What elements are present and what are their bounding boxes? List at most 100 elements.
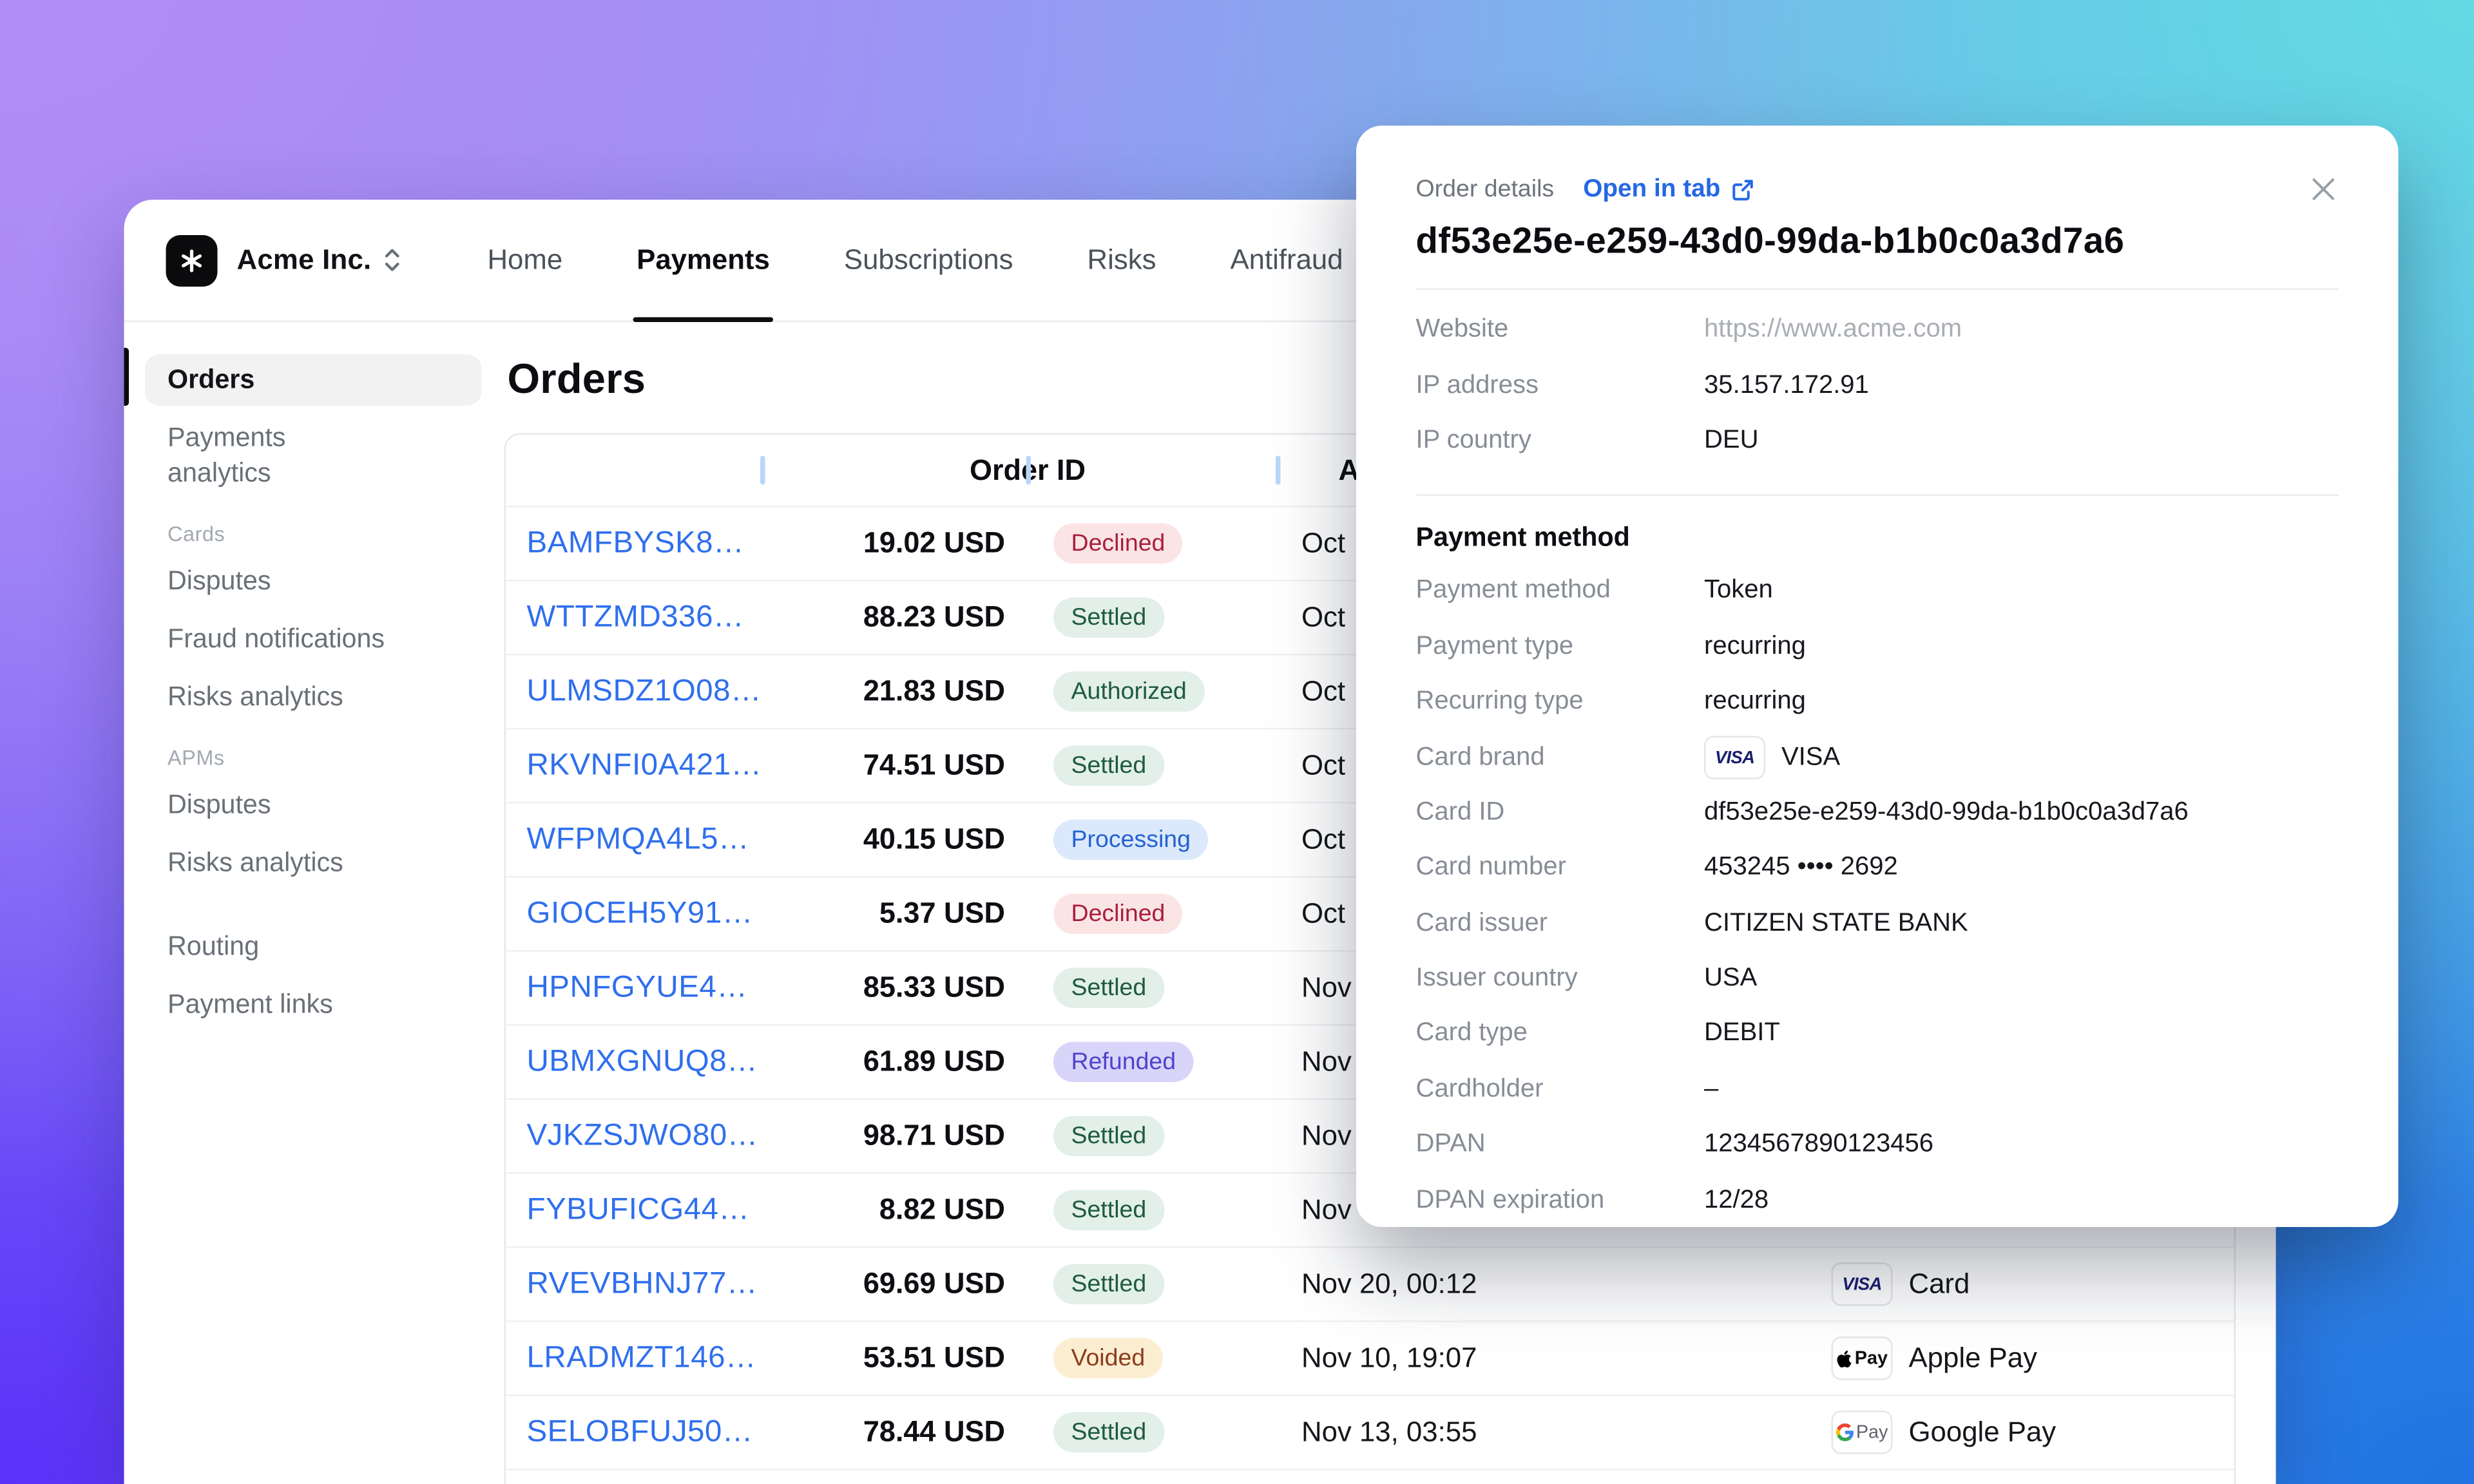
order-info-list: Website https://www.acme.com IP address 35.…	[1416, 303, 2339, 469]
detail-value: USA	[1704, 964, 1758, 993]
close-icon[interactable]	[2308, 174, 2339, 205]
order-amount: 19.02 USD	[863, 526, 1005, 559]
table-row[interactable]: LRADMZT146… 53.51 USD Voided Nov 10, 19:07 P…	[506, 1320, 2234, 1394]
order-id-link[interactable]: WTTZMD336…	[526, 600, 744, 634]
order-id-link[interactable]: ULMSDZ1O08…	[526, 674, 762, 708]
panel-header: Order details Open in tab	[1416, 126, 2339, 205]
detail-label: Card type	[1415, 1020, 1528, 1048]
divider	[1415, 494, 2339, 497]
detail-label: Card number	[1415, 853, 1566, 882]
order-id-link[interactable]: SELOBFUJ50…	[526, 1414, 753, 1449]
detail-row: Payment type recurring	[1416, 619, 2339, 674]
sidebar-item-disputes[interactable]: Disputes	[145, 779, 482, 831]
detail-row: DPAN 1234567890123456	[1416, 1118, 2339, 1173]
detail-value: Token	[1704, 576, 1773, 605]
payment-method-cell: VISA Card	[1831, 1262, 2234, 1306]
detail-row: IP address 35.157.172.91	[1416, 358, 2339, 414]
order-id-link[interactable]: WFPMQA4L5…	[526, 822, 750, 856]
order-id-link[interactable]: VJKZSJWO80…	[526, 1118, 758, 1152]
sidebar-item-fraud-notifications[interactable]: Fraud notifications	[145, 614, 482, 665]
detail-label: IP address	[1415, 371, 1539, 399]
company-logo[interactable]	[166, 234, 218, 286]
detail-value: 453245 •••• 2692	[1704, 853, 1898, 882]
table-row[interactable]: RVEVBHNJ77… 69.69 USD Settled Nov 20, 00:12…	[506, 1246, 2234, 1320]
order-created: Oct	[1301, 823, 1346, 855]
detail-value: VISA VISA	[1704, 736, 1840, 780]
order-amount: 88.23 USD	[863, 600, 1005, 633]
column-header-order-id[interactable]: Order ID	[970, 453, 1086, 486]
order-created: Nov	[1301, 1045, 1352, 1078]
detail-row: DPAN expiration 12/28	[1416, 1173, 2339, 1228]
sidebar-item-payments-analytics[interactable]: Payments analytics	[145, 412, 482, 499]
status-badge: Settled	[1053, 1116, 1164, 1156]
top-navigation: Acme Inc. Home Payments Subscriptions Risks…	[124, 200, 2276, 322]
sidebar-spacer	[145, 895, 482, 921]
status-badge: Settled	[1053, 1264, 1164, 1304]
order-id-link[interactable]: RKVNFI0A421…	[526, 748, 762, 782]
nav-item-payments[interactable]: Payments	[633, 200, 773, 322]
nav-item-subscriptions[interactable]: Subscriptions	[843, 243, 1013, 276]
order-amount: 40.15 USD	[863, 823, 1005, 855]
status-badge: Declined	[1053, 523, 1183, 564]
order-created: Nov	[1301, 1193, 1352, 1226]
order-created: Oct	[1301, 674, 1346, 707]
panel-kicker: Order details	[1415, 175, 1555, 204]
order-id-link[interactable]: UBMXGNUQ8…	[526, 1044, 758, 1078]
status-badge: Settled	[1053, 1412, 1164, 1452]
status-badge: Settled	[1053, 597, 1164, 638]
open-in-tab-label: Open in tab	[1583, 175, 1721, 202]
sidebar-item-routing[interactable]: Routing	[145, 921, 482, 973]
order-amount: 53.51 USD	[863, 1341, 1005, 1374]
primary-nav: Home Payments Subscriptions Risks Antifraud	[487, 200, 1343, 322]
table-row[interactable]: SELOBFUJ50… 78.44 USD Settled Nov 13, 03:55…	[506, 1394, 2234, 1469]
order-id-link[interactable]: LRADMZT146…	[526, 1340, 757, 1375]
order-details-panel: Order details Open in tab df53e25e-e259-…	[1356, 126, 2399, 1227]
order-id-link[interactable]: HPNFGYUE4…	[526, 970, 748, 1004]
order-created: Nov 13, 03:55	[1301, 1415, 1477, 1448]
detail-value: https://www.acme.com	[1704, 316, 1962, 343]
nav-item-risks[interactable]: Risks	[1087, 243, 1156, 276]
sidebar-item-disputes[interactable]: Disputes	[145, 556, 482, 607]
external-link-icon	[1732, 179, 1754, 200]
order-id-link[interactable]: FYBUFICG44…	[526, 1192, 750, 1226]
sidebar-item-orders[interactable]: Orders	[145, 354, 482, 406]
visa-badge-icon: VISA	[1704, 736, 1765, 780]
detail-label: DPAN	[1415, 1130, 1486, 1159]
column-divider[interactable]	[1276, 455, 1280, 485]
status-badge: Authorized	[1053, 671, 1205, 712]
company-name[interactable]: Acme Inc.	[236, 243, 372, 276]
sidebar-item-risks-analytics[interactable]: Risks analytics	[145, 672, 482, 723]
column-divider[interactable]	[760, 455, 765, 485]
order-id-title: df53e25e-e259-43d0-99da-b1b0c0a3d7a6	[1415, 220, 2125, 262]
payment-method-label: Google Pay	[1908, 1415, 2057, 1448]
nav-item-antifraud[interactable]: Antifraud	[1230, 243, 1343, 276]
detail-row: Issuer country USA	[1416, 951, 2339, 1007]
order-id-link[interactable]: BAMFBYSK8…	[526, 526, 745, 560]
sidebar-item-payment-links[interactable]: Payment links	[145, 979, 482, 1031]
payment-method-label: Apple Pay	[1908, 1341, 2037, 1374]
sidebar-item-label: Fraud notifications	[168, 625, 385, 654]
sidebar: Orders Payments analytics Cards Disputes Fra…	[124, 322, 504, 1484]
detail-label: Cardholder	[1415, 1075, 1544, 1103]
detail-label: Card ID	[1415, 798, 1505, 826]
detail-row: Card ID df53e25e-e259-43d0-99da-b1b0c0a3d…	[1416, 785, 2339, 841]
order-amount: 61.89 USD	[863, 1045, 1005, 1078]
nav-item-home[interactable]: Home	[487, 243, 563, 276]
sidebar-section-apms: APMs	[168, 745, 225, 770]
detail-value: df53e25e-e259-43d0-99da-b1b0c0a3d7a6	[1704, 798, 2189, 826]
detail-value: 1234567890123456	[1704, 1130, 1933, 1159]
order-id-link[interactable]: GIOCEH5Y91…	[526, 896, 753, 930]
order-created: Nov	[1301, 1119, 1352, 1152]
order-amount: 85.33 USD	[863, 971, 1005, 1004]
column-divider[interactable]	[1026, 455, 1030, 485]
order-amount: 74.51 USD	[863, 748, 1005, 781]
asterisk-icon	[181, 249, 202, 272]
open-in-tab-link[interactable]: Open in tab	[1583, 175, 1754, 204]
sidebar-item-risks-analytics[interactable]: Risks analytics	[145, 837, 482, 889]
detail-value: 12/28	[1704, 1186, 1769, 1214]
order-amount: 78.44 USD	[863, 1415, 1005, 1448]
order-id-link[interactable]: RVEVBHNJ77…	[526, 1266, 758, 1300]
company-switcher-icon[interactable]	[383, 247, 401, 274]
status-badge: Declined	[1053, 893, 1183, 934]
